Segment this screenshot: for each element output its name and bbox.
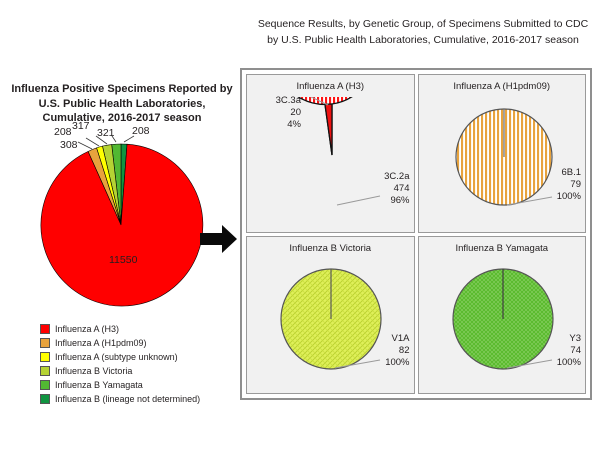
sequence-results-grid: Influenza A (H3) — [244, 72, 588, 396]
legend-label-influenza-b-lineage-not-determined: Influenza B (lineage not determined) — [55, 394, 201, 404]
callout-v1a-pct: 100% — [385, 356, 410, 368]
pie-label-influenza-b-lineage-not-determined: 208 — [132, 125, 150, 137]
legend-label-influenza-a-h1pdm09: Influenza A (H1pdm09) — [55, 338, 147, 348]
influenza-positive-specimens-pie-chart: 208 317 321 208 308 11550 — [8, 120, 236, 308]
quadrant-title-influenza-a-h1pdm09: Influenza A (H1pdm09) — [453, 81, 551, 92]
quadrant-title-influenza-a-h3: Influenza A (H3) — [296, 81, 365, 92]
leader-line-6b1 — [506, 196, 552, 206]
legend-swatch-icon-influenza-a-h1pdm09 — [40, 338, 50, 348]
sequence-results-title: Sequence Results, by Genetic Group, of S… — [248, 16, 598, 48]
sequence-results-panel: Influenza A (H3) — [240, 68, 592, 400]
left-chart-title-line-1: Influenza Positive Specimens Reported by — [11, 83, 233, 95]
legend-label-influenza-b-yamagata: Influenza B Yamagata — [55, 380, 143, 390]
callout-y3-pct: 100% — [556, 356, 581, 368]
quadrant-influenza-a-h3: Influenza A (H3) — [246, 74, 415, 233]
callout-v1a-name: V1A — [391, 332, 410, 344]
quadrant-title-influenza-b-yamagata: Influenza B Yamagata — [455, 242, 549, 254]
legend-item-influenza-a-h1pdm09: Influenza A (H1pdm09) — [40, 336, 200, 350]
legend-label-influenza-b-victoria: Influenza B Victoria — [55, 366, 133, 376]
pie-slice-influenza-a-h3 — [40, 143, 204, 307]
pie-chart-influenza-a-h1pdm09-genetic-groups — [449, 101, 559, 211]
leader-line-321 — [111, 135, 117, 143]
legend-swatch-icon-influenza-b-yamagata — [40, 380, 50, 390]
callout-3c3a: 3C.3a 20 4% — [253, 95, 301, 131]
pie-label-influenza-a-h1pdm09: 208 — [54, 126, 72, 138]
legend-swatch-icon-influenza-a-h3 — [40, 324, 50, 334]
pie-label-influenza-a-subtype-unknown: 317 — [72, 120, 90, 132]
sequence-results-title-line-2: by U.S. Public Health Laboratories, Cumu… — [267, 34, 579, 46]
callout-3c3a-name: 3C.3a — [275, 95, 301, 106]
legend-label-influenza-a-h3: Influenza A (H3) — [55, 324, 120, 334]
sequence-results-title-line-1: Sequence Results, by Genetic Group, of S… — [257, 18, 589, 30]
leader-line-v1a — [334, 359, 381, 368]
leader-line-y3 — [506, 359, 552, 368]
left-chart-legend: Influenza A (H3) Influenza A (H1pdm09) I… — [40, 322, 200, 406]
leader-line-208-left — [85, 137, 100, 147]
pie-chart-influenza-a-h3-genetic-groups — [277, 97, 387, 209]
callout-6b1: 6B.1 79 100% — [535, 167, 581, 203]
legend-item-influenza-a-subtype-unknown: Influenza A (subtype unknown) — [40, 350, 200, 364]
callout-3c3a-count: 20 — [290, 107, 301, 118]
left-chart-title-line-2: U.S. Public Health Laboratories, — [38, 97, 206, 110]
callout-y3: Y3 74 100% — [537, 333, 581, 369]
callout-3c2a-count: 474 — [393, 183, 410, 194]
callout-v1a: V1A 82 100% — [366, 332, 410, 369]
legend-item-influenza-b-victoria: Influenza B Victoria — [40, 364, 200, 378]
pie-label-influenza-a-h1pdm09-count: 308 — [60, 139, 78, 151]
leader-line-208-right — [123, 135, 135, 143]
callout-6b1-count: 79 — [570, 179, 581, 190]
callout-3c2a-pct: 96% — [390, 195, 410, 206]
quadrant-title-influenza-b-victoria: Influenza B Victoria — [289, 242, 372, 254]
legend-swatch-icon-influenza-b-lineage-not-determined — [40, 394, 50, 404]
legend-swatch-icon-influenza-a-subtype-unknown — [40, 352, 50, 362]
callout-y3-count: 74 — [570, 344, 581, 356]
left-chart-title-line-3: Cumulative, 2016-2017 season — [42, 112, 202, 124]
quadrant-influenza-b-victoria: Influenza B Victoria V1A — [246, 235, 415, 394]
leader-line-317 — [95, 135, 108, 145]
quadrant-influenza-b-yamagata: Influenza B Yamagata Y3 — [417, 235, 586, 394]
callout-3c3a-pct: 4% — [287, 119, 301, 130]
leader-line-3c3a — [310, 97, 329, 106]
callout-y3-name: Y3 — [569, 332, 581, 344]
legend-item-influenza-b-yamagata: Influenza B Yamagata — [40, 378, 200, 392]
callout-6b1-name: 6B.1 — [561, 167, 581, 178]
pie-slice-3c3a — [324, 103, 333, 156]
right-arrow-icon — [200, 224, 238, 254]
leader-line-308 — [77, 141, 93, 150]
leader-line-3c2a — [336, 195, 381, 206]
left-chart-title: Influenza Positive Specimens Reported by… — [8, 82, 236, 126]
pie-chart-influenza-b-victoria-genetic-groups — [275, 263, 387, 375]
quadrant-influenza-a-h1pdm09: Influenza A (H1pdm09) 6B.1 79 — [417, 74, 586, 233]
pie-chart-influenza-b-yamagata-genetic-groups — [447, 263, 559, 375]
callout-3c2a: 3C.2a 474 96% — [366, 171, 410, 207]
pie-label-influenza-a-h3: 11550 — [109, 254, 138, 266]
pie-label-influenza-b-victoria: 321 — [97, 127, 115, 139]
legend-swatch-icon-influenza-b-victoria — [40, 366, 50, 376]
legend-item-influenza-b-lineage-not-determined: Influenza B (lineage not determined) — [40, 392, 200, 406]
left-pie-svg — [40, 135, 204, 307]
legend-item-influenza-a-h3: Influenza A (H3) — [40, 322, 200, 336]
callout-v1a-count: 82 — [398, 344, 410, 356]
callout-6b1-pct: 100% — [556, 191, 581, 202]
callout-3c2a-name: 3C.2a — [384, 171, 410, 182]
legend-label-influenza-a-subtype-unknown: Influenza A (subtype unknown) — [55, 352, 178, 362]
